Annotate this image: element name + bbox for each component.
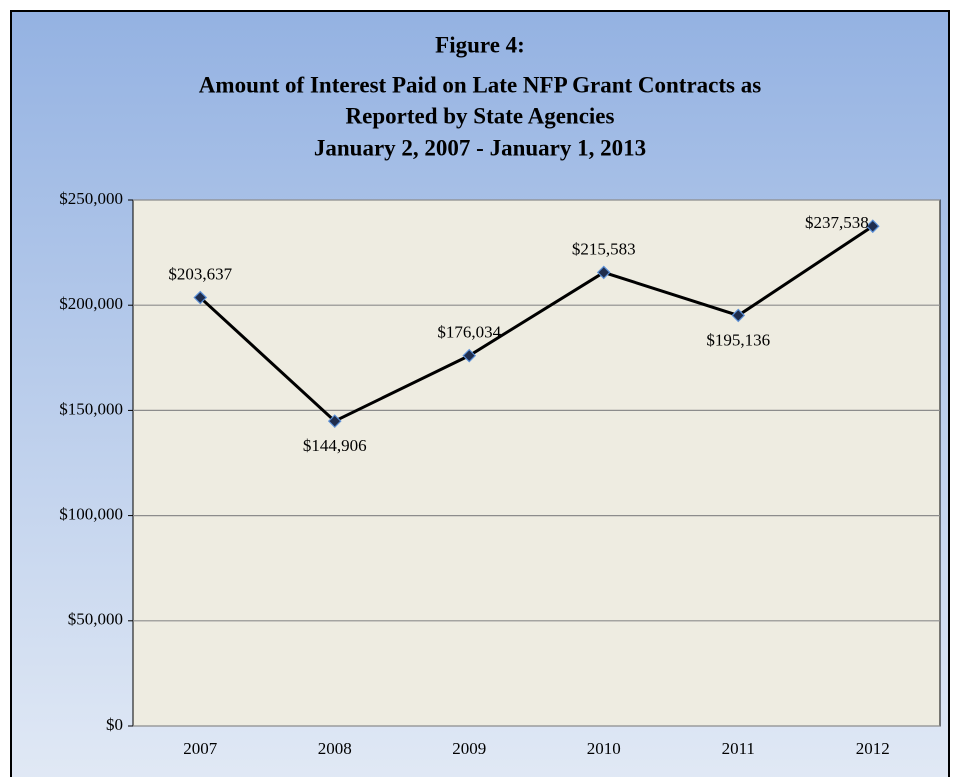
chart-title: Amount of Interest Paid on Late NFP Gran…: [199, 72, 761, 97]
line: [199, 224, 874, 423]
x-tick-label: 2008: [318, 739, 352, 758]
y-tick-label: $250,000: [59, 189, 123, 208]
data-label: $203,637: [168, 264, 232, 283]
plot-area: [132, 199, 941, 727]
y-tick-label: $0: [106, 715, 123, 734]
data-label: $176,034: [437, 323, 501, 342]
y-tick-label: $100,000: [59, 505, 123, 524]
chart-title: Reported by State Agencies: [346, 103, 615, 128]
data-label: $237,538: [805, 213, 869, 232]
data-label: $195,136: [706, 330, 770, 349]
x-tick-label: 2012: [856, 739, 890, 758]
data-label: $215,583: [572, 239, 636, 258]
x-tick-label: 2007: [183, 739, 218, 758]
chart-title: January 2, 2007 - January 1, 2013: [314, 135, 646, 160]
x-tick-label: 2011: [722, 739, 755, 758]
marker: [193, 290, 208, 305]
x-tick-label: 2009: [452, 739, 486, 758]
marker: [327, 414, 342, 428]
marker: [596, 265, 611, 280]
x-tick-label: 2010: [587, 739, 621, 758]
y-tick-label: $200,000: [59, 294, 123, 313]
y-tick-label: $50,000: [68, 610, 123, 629]
chart-title: Figure 4:: [435, 32, 525, 57]
y-tick-label: $150,000: [59, 399, 123, 418]
marker: [731, 308, 746, 323]
marker: [462, 348, 477, 363]
data-label: $144,906: [303, 436, 367, 455]
marker: [865, 219, 880, 234]
